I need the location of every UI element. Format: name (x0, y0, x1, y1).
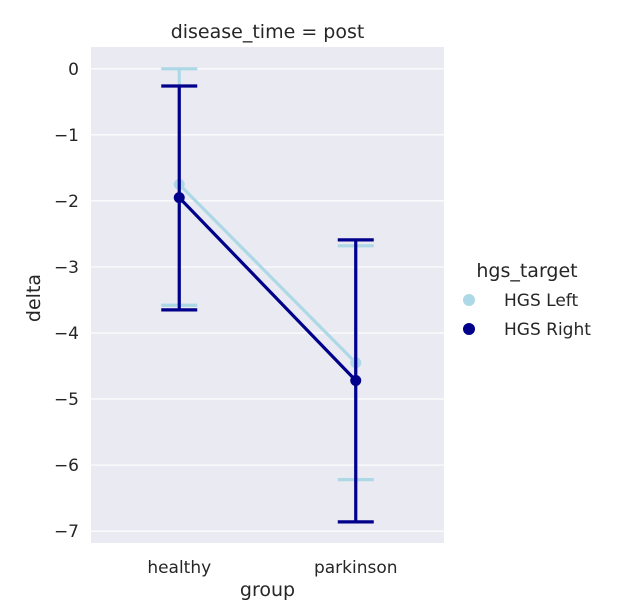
y-tick-label: 0 (68, 60, 79, 80)
plot-background (91, 47, 444, 543)
grid-lines (91, 68, 444, 532)
legend: hgs_target HGS Left HGS Right (463, 260, 591, 340)
y-tick-labels: 0 −1 −2 −3 −4 −5 −6 −7 (54, 60, 79, 542)
x-tick-label-parkinson: parkinson (314, 558, 398, 578)
y-tick-label: −3 (54, 258, 79, 278)
series-hgs-right (161, 84, 374, 524)
legend-label-hgs-left: HGS Left (504, 291, 578, 311)
legend-marker-hgs-right (463, 323, 475, 335)
x-tick-label-healthy: healthy (147, 558, 211, 578)
series-layer (161, 67, 374, 524)
y-tick-label: −5 (54, 390, 79, 410)
legend-marker-hgs-left (463, 294, 475, 306)
legend-label-hgs-right: HGS Right (504, 320, 591, 340)
y-tick-label: −7 (54, 522, 79, 542)
x-tick-labels: healthy parkinson (147, 558, 397, 578)
y-tick-label: −2 (54, 192, 79, 212)
point-hgs-right-healthy (173, 192, 185, 204)
y-tick-label: −1 (54, 126, 79, 146)
legend-title: hgs_target (476, 260, 577, 282)
chart-title: disease_time = post (171, 21, 365, 43)
point-hgs-right-parkinson (350, 375, 362, 387)
series-line-hgs-left (178, 183, 357, 364)
y-tick-label: −4 (54, 324, 79, 344)
y-axis-title: delta (23, 274, 45, 322)
x-axis-title: group (240, 579, 295, 600)
y-tick-label: −6 (54, 456, 79, 476)
series-line-hgs-right (178, 196, 357, 382)
